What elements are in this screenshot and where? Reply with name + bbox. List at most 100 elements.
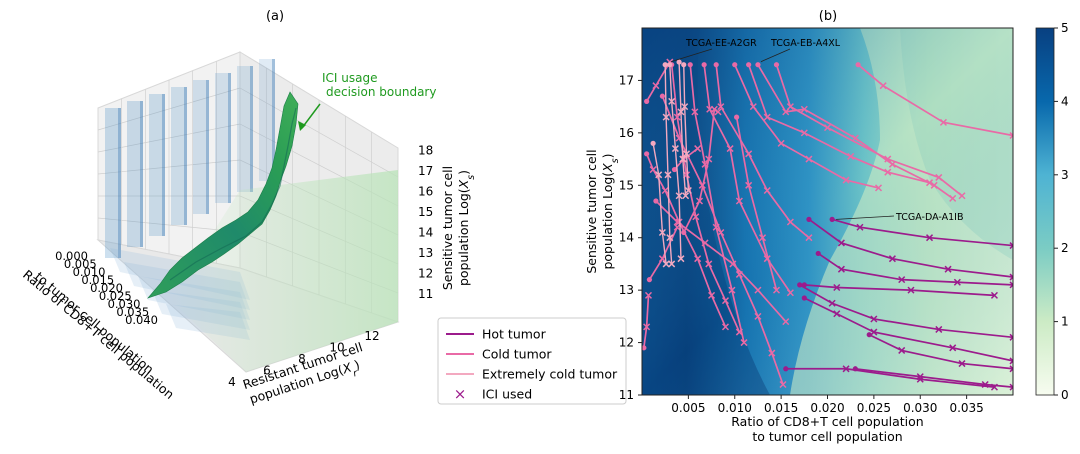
ici-marker <box>842 365 850 373</box>
z-tick-label: 17 <box>418 164 433 178</box>
ici-marker <box>888 255 896 263</box>
ici-marker <box>1009 357 1013 365</box>
trajectory-start <box>773 62 780 68</box>
trajectory-hot <box>804 284 995 297</box>
ici-marker <box>800 129 808 137</box>
legend-box <box>437 317 627 405</box>
x-tick-label: 0.010 <box>73 265 106 279</box>
colorbar-ticks: 0 1 2 3 4 5 <box>1054 21 1069 402</box>
ici-marker <box>735 197 743 205</box>
ici-marker <box>1009 383 1013 391</box>
voxel-column <box>149 94 165 236</box>
x-tick-label: 0.025 <box>857 401 891 415</box>
trajectory-hot <box>855 367 1013 388</box>
x-tick-label: 0.030 <box>903 401 937 415</box>
ici-marker <box>708 291 716 299</box>
z-tick-label: 11 <box>418 287 433 301</box>
ici-marker <box>705 260 713 268</box>
legend: Hot tumor Cold tumor Extremely cold tumor ×… <box>437 317 627 405</box>
ici-marker <box>668 97 676 105</box>
y-tick-label: 12 <box>364 329 379 343</box>
ici-marker <box>763 113 771 121</box>
x-tick-label: 0.020 <box>810 401 844 415</box>
ici-marker <box>692 213 700 221</box>
legend-label: Extremely cold tumor <box>482 367 618 382</box>
x-tick-label: 0.015 <box>764 401 798 415</box>
x-tick-label: 0.030 <box>108 297 141 311</box>
panel-a-title: (a) <box>266 9 284 24</box>
ici-marker <box>728 286 736 294</box>
ici-marker <box>935 173 943 181</box>
ici-marker <box>925 179 934 187</box>
panel-a-3d-plot: ICI usage decision boundary 0.0000.0050.0… <box>20 51 477 412</box>
heatmap-fade <box>642 28 1013 395</box>
trajectory-cold <box>735 116 778 291</box>
ici-marker <box>679 155 687 163</box>
trajectory-start <box>667 62 673 68</box>
ici-marker <box>717 228 725 237</box>
ici-marker <box>745 150 753 158</box>
trajectory-start <box>797 282 803 288</box>
ici-marker <box>772 286 781 294</box>
voxel-column-edge <box>250 66 253 192</box>
ici-marker <box>717 103 725 111</box>
y-tick-label: 14 <box>619 231 634 245</box>
ici-marker <box>879 82 887 90</box>
x-tick-label: 0.020 <box>90 281 123 295</box>
annotation-arrow <box>836 215 895 220</box>
ici-marker <box>684 186 692 195</box>
y-tick-label: 10 <box>329 341 344 355</box>
x-tick-label: 0.035 <box>949 401 983 415</box>
x-tick-label: 0.035 <box>116 305 149 319</box>
trajectory-start <box>662 62 668 68</box>
ici-marker <box>805 155 813 163</box>
trajectory-start <box>671 166 678 173</box>
ici-marker <box>870 315 878 323</box>
trajectory-cold <box>857 64 1013 137</box>
trajectory-start <box>681 62 687 68</box>
voxel-column <box>127 101 143 247</box>
y-tick-label: 12 <box>619 336 634 350</box>
ici-marker <box>779 380 787 389</box>
z-axis-label: Sensitive tumor cell <box>440 166 455 290</box>
ici-marker <box>710 105 718 113</box>
trajectory-start <box>855 62 861 68</box>
trajectory-start <box>676 59 682 65</box>
ici-marker <box>842 176 850 184</box>
ici-marker <box>695 197 704 205</box>
trajectory-hot <box>868 333 1013 370</box>
ici-marker <box>786 289 794 297</box>
legend-label: Hot tumor <box>482 327 547 342</box>
ici-marker <box>673 223 681 231</box>
ici-marker <box>754 312 762 320</box>
y-axis-label: population Log(Xs) <box>600 153 621 269</box>
trajectory-start <box>644 98 650 104</box>
x-axis-label: Ratio of CD8+T cell population <box>731 414 923 429</box>
y-tick-label: 16 <box>619 126 634 140</box>
ici-marker <box>949 194 957 202</box>
trajectory-start <box>783 366 789 372</box>
ici-marker <box>1009 131 1013 140</box>
ici-marker <box>652 82 660 90</box>
ici-marker <box>870 328 878 336</box>
trajectory-start <box>829 216 835 222</box>
voxel-column <box>237 66 253 192</box>
trajectory-start <box>866 332 872 338</box>
legend-label: ICI used <box>482 387 532 402</box>
trajectory-annotation: TCGA-DA-A1IB <box>895 212 963 223</box>
ici-marker <box>763 186 771 195</box>
ici-marker <box>958 192 966 200</box>
trajectory-annotation: TCGA-EE-A2GR <box>685 38 757 49</box>
z-tick-label: 18 <box>418 144 433 158</box>
ici-marker <box>981 380 989 389</box>
ici-marker <box>925 234 934 242</box>
y-tick-label: 4 <box>228 375 236 389</box>
trajectory-annotation: TCGA-EB-A4XL <box>770 38 841 49</box>
trajectory-cold <box>689 64 745 343</box>
ici-marker <box>833 283 841 292</box>
trajectories <box>642 58 1013 391</box>
trajectory-start <box>687 62 693 68</box>
voxel-column-edge <box>118 108 121 258</box>
ici-marker <box>694 255 702 263</box>
ici-marker <box>939 118 947 126</box>
